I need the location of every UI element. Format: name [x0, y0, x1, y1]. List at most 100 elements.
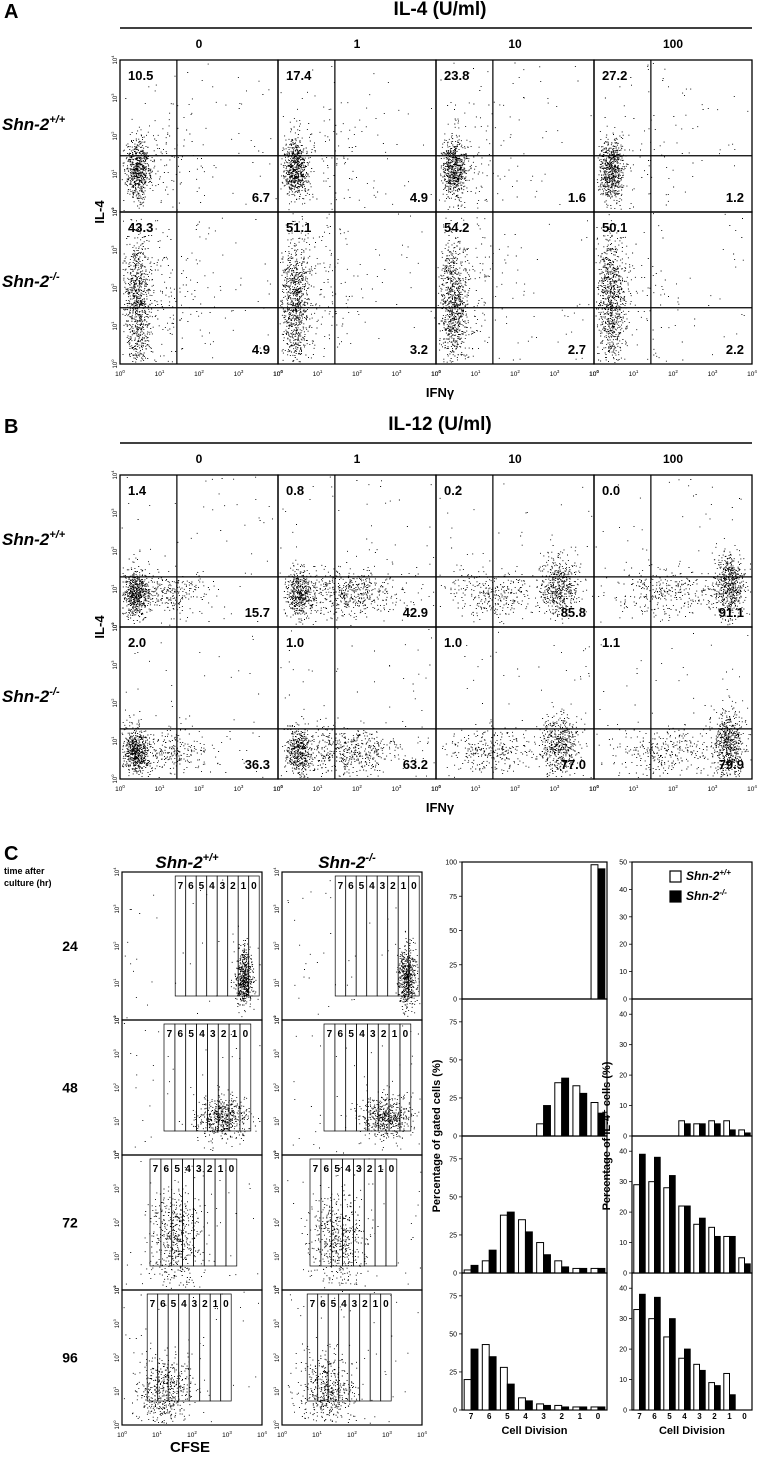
flow-x-tick-label-base: 10	[115, 371, 123, 378]
flow-x-tick-label-sup: 4	[438, 784, 441, 789]
flow-x-tick-label-base: 10	[668, 786, 676, 793]
bar-chart-frame	[631, 998, 753, 1137]
flow-y-tick-label-base: 10	[275, 1118, 281, 1125]
gate	[376, 875, 389, 997]
panel-letter: A	[4, 1, 18, 23]
flow-y-tick-label-sup: 4	[112, 867, 117, 870]
y-tick-label: 10	[619, 969, 627, 976]
bar-chart-frame	[631, 1272, 753, 1411]
quadrant-value: 0.0	[602, 483, 620, 498]
quadrant-value: 91.1	[719, 605, 744, 620]
flow-x-tick-label-base: 10	[747, 786, 755, 793]
flow-y-tick-label-base: 10	[113, 738, 119, 745]
column-header: 10	[508, 452, 522, 466]
flow-y-tick-label: 101	[272, 978, 281, 988]
bar	[633, 1309, 640, 1411]
gate	[399, 1023, 412, 1132]
flow-x-tick-label: 102	[668, 369, 678, 378]
gate-label: 1	[232, 1029, 238, 1040]
flow-y-tick-label: 101	[272, 1386, 281, 1396]
flow-y-tick-label: 100	[272, 1150, 281, 1160]
flow-x-tick-label: 101	[155, 784, 165, 793]
flow-y-tick-label-sup: 3	[112, 1184, 117, 1187]
flow-x-tick-label-base: 10	[194, 786, 202, 793]
bar	[506, 1211, 515, 1274]
bar	[663, 1187, 670, 1274]
gate	[174, 875, 187, 997]
flow-x-tick-label: 104	[589, 369, 599, 378]
flow-y-tick-label: 100	[110, 359, 119, 369]
flow-x-tick-label-base: 10	[352, 786, 360, 793]
gate	[157, 1293, 169, 1402]
flow-y-tick-label-sup: 0	[272, 1420, 277, 1423]
flow-y-tick-label: 104	[112, 867, 121, 877]
flow-x-tick-label-sup: 2	[675, 369, 678, 374]
flow-y-tick-label-sup: 1	[110, 736, 115, 739]
dot-cloud	[121, 635, 264, 778]
flow-x-tick-label-sup: 0	[438, 784, 441, 789]
dot-cloud	[123, 1023, 261, 1152]
x-tick-label: 6	[652, 1412, 657, 1421]
dot-cloud	[121, 476, 273, 626]
flow-x-tick-label-base: 10	[431, 371, 439, 378]
legend-swatch	[669, 890, 682, 903]
flow-x-tick-label-base: 10	[431, 786, 439, 793]
quadrant-value: 85.8	[561, 605, 586, 620]
x-tick-label: 2	[559, 1412, 564, 1421]
bar	[524, 1400, 533, 1411]
flow-y-tick-label: 101	[272, 1251, 281, 1261]
flow-y-tick-label-base: 10	[115, 1118, 121, 1125]
y-tick-label: 25	[449, 1232, 457, 1239]
flow-plot	[281, 1019, 423, 1156]
gate-label: 7	[153, 1164, 159, 1175]
column-header: 0	[196, 37, 203, 51]
flow-x-tick-label-base: 10	[550, 371, 558, 378]
gate-label: 1	[401, 881, 407, 892]
y-axis-label: IL-4	[92, 615, 107, 639]
bar	[684, 1205, 691, 1274]
flow-y-tick-label: 102	[112, 941, 121, 951]
gate-label: 0	[411, 881, 417, 892]
flow-y-tick-label-sup: 1	[110, 321, 115, 324]
quadrant-value: 43.3	[128, 220, 153, 235]
gate	[367, 1023, 379, 1132]
gate-label: 6	[320, 1299, 326, 1310]
y-tick-label: 50	[449, 1331, 457, 1338]
flow-x-tick-label-sup: 4	[280, 369, 283, 374]
bar	[499, 1366, 508, 1411]
flow-x-tick-label: 100	[589, 369, 599, 378]
bar	[663, 1336, 670, 1411]
flow-y-tick-label-base: 10	[113, 171, 119, 178]
flow-y-tick-label: 101	[110, 736, 119, 746]
flow-y-tick-label: 102	[272, 1082, 281, 1092]
flow-x-tick-label-base: 10	[313, 786, 321, 793]
flow-x-tick-label-sup: 4	[280, 784, 283, 789]
gate-label: 3	[356, 1164, 362, 1175]
flow-y-tick-label: 102	[112, 1217, 121, 1227]
gate-label: 0	[229, 1164, 235, 1175]
flow-x-tick-label: 103	[708, 784, 718, 793]
quadrant-value: 54.2	[444, 220, 469, 235]
quadrant-value: 17.4	[286, 68, 312, 83]
flow-x-tick-label-base: 10	[382, 1432, 390, 1439]
bar	[693, 1363, 700, 1411]
y-tick-label: 75	[449, 1019, 457, 1026]
bar	[723, 1120, 730, 1137]
row-label: Shn-2+/+	[2, 114, 66, 134]
legend-label-base: Shn-2	[686, 869, 720, 883]
bar-chart-frame	[461, 1272, 608, 1411]
flow-x-tick-label: 102	[352, 784, 362, 793]
flow-x-tick-label: 102	[510, 369, 520, 378]
gate-label: 5	[171, 1299, 177, 1310]
flow-x-tick-label-base: 10	[313, 371, 321, 378]
flow-y-tick-label-base: 10	[113, 662, 119, 669]
gate-label: 7	[178, 881, 184, 892]
flow-x-tick-label-sup: 0	[596, 369, 599, 374]
gate-label: 6	[160, 1299, 166, 1310]
gate-label: 4	[359, 1029, 365, 1040]
flow-x-tick-label-base: 10	[273, 371, 281, 378]
legend-label-sup: -/-	[719, 888, 727, 897]
flow-y-tick-label-sup: 1	[110, 584, 115, 587]
flow-x-tick-label: 103	[382, 1430, 392, 1439]
flow-y-tick-label: 102	[110, 546, 119, 556]
